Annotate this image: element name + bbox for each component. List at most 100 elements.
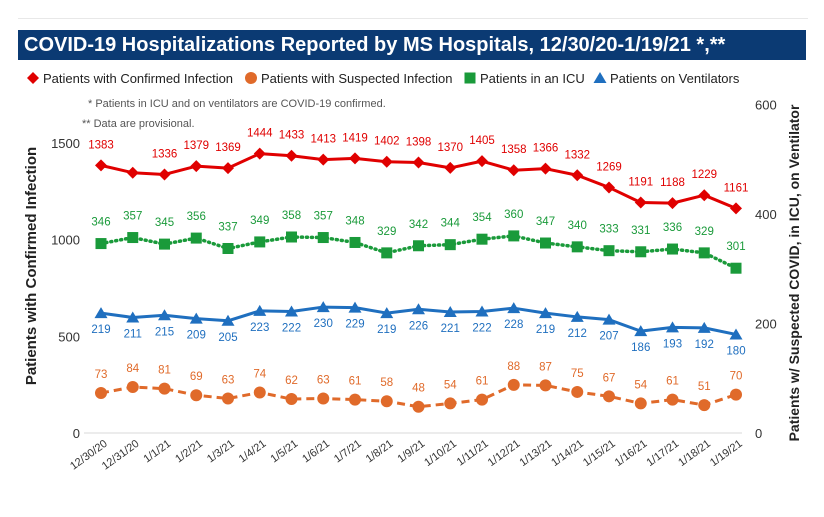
data-label: 337 [218, 221, 237, 233]
data-label: 186 [631, 342, 650, 354]
data-point [317, 392, 330, 405]
data-label: 301 [726, 241, 745, 253]
legend-label: Patients with Confirmed Infection [43, 71, 233, 86]
data-point [444, 397, 457, 410]
x-tick-label: 1/18/21 [676, 438, 713, 469]
data-label: 211 [124, 328, 142, 340]
data-label: 357 [123, 211, 142, 223]
data-point [222, 162, 234, 175]
x-tick-label: 1/4/21 [237, 438, 269, 466]
data-label: 348 [345, 215, 364, 227]
data-point [507, 378, 520, 391]
data-point [666, 393, 679, 406]
data-label: 1383 [88, 139, 114, 151]
data-point [349, 236, 361, 248]
data-label: 61 [666, 376, 679, 388]
data-label: 336 [663, 222, 682, 234]
data-label: 48 [412, 383, 425, 395]
data-label: 192 [695, 339, 714, 351]
plot-area: 1383 1336 1379 1369 1444 1433 1413 1419 1402 1398… [88, 128, 748, 413]
x-tick-label: 1/12/21 [486, 438, 523, 469]
x-tick-label: 1/8/21 [364, 438, 396, 466]
data-label: 347 [536, 216, 555, 228]
x-tick-label: 1/15/21 [581, 438, 618, 469]
data-point [413, 240, 424, 252]
data-label: 51 [698, 381, 711, 393]
data-label: 228 [504, 319, 523, 331]
data-point [158, 382, 171, 395]
data-point [253, 386, 266, 399]
data-label: 1433 [279, 130, 305, 142]
x-tick-label: 1/5/21 [268, 438, 300, 466]
x-tick-label: 1/14/21 [549, 438, 586, 469]
data-point [190, 232, 202, 244]
data-point [158, 309, 171, 321]
data-point [380, 307, 394, 319]
data-label: 333 [599, 224, 618, 236]
y-right-tick-label: 0 [755, 426, 762, 441]
y-axis-label-right: Patients w/ Suspected COVID, in ICU, on … [786, 104, 802, 441]
data-point [95, 387, 107, 400]
x-tick-label: 1/7/21 [332, 438, 364, 466]
data-label: 360 [504, 209, 523, 221]
x-tick-label: 1/19/21 [708, 438, 745, 469]
data-label: 61 [476, 376, 489, 388]
data-label: 223 [250, 322, 269, 334]
x-tick-label: 1/3/21 [205, 438, 237, 466]
data-point [316, 301, 330, 313]
data-label: 358 [282, 210, 301, 222]
data-label: 88 [507, 361, 520, 373]
data-point [412, 156, 425, 169]
data-point [667, 243, 678, 255]
data-point [464, 72, 476, 84]
series-patients-in-an-icu: 346 357 345 356 337 349 358 357 348 329 342 344 354 3… [91, 209, 746, 274]
data-point [126, 311, 140, 323]
data-point [245, 72, 257, 84]
legend-item-patients-with-suspected-infection: Patients with Suspected Infection [245, 71, 453, 86]
data-point [348, 301, 362, 313]
data-point [253, 147, 266, 160]
data-point [603, 181, 615, 194]
data-label: 70 [730, 371, 743, 383]
y-right-tick-label: 400 [755, 207, 777, 222]
legend: Patients with Confirmed Infection Patient… [27, 71, 740, 86]
y-left-tick-label: 1500 [51, 136, 80, 151]
data-point [603, 245, 615, 257]
data-point [444, 161, 457, 174]
data-point [126, 166, 139, 179]
data-label: 180 [726, 345, 745, 357]
data-point [444, 239, 456, 251]
data-label: 1188 [660, 177, 685, 189]
data-point [380, 155, 393, 168]
legend-item-patients-on-ventilators: Patients on Ventilators [593, 71, 740, 86]
data-point [317, 232, 329, 244]
data-label: 1332 [564, 149, 590, 161]
x-tick-label: 1/1/21 [141, 438, 173, 466]
data-point [285, 149, 298, 162]
data-label: 329 [695, 226, 714, 238]
x-tick-label: 1/16/21 [613, 438, 650, 469]
data-label: 58 [380, 377, 393, 389]
data-label: 1370 [437, 142, 463, 154]
data-point [730, 262, 742, 274]
series-line [100, 383, 737, 409]
data-label: 346 [91, 217, 110, 229]
data-point [127, 232, 139, 244]
data-label: 226 [409, 320, 428, 332]
data-point [254, 236, 266, 248]
y-right-tick-label: 200 [755, 317, 777, 332]
data-point [571, 241, 583, 253]
data-label: 84 [126, 363, 139, 375]
data-label: 219 [91, 324, 110, 336]
data-point [730, 388, 742, 401]
data-point [507, 302, 521, 314]
footnote-provisional: ** Data are provisional. [82, 118, 195, 130]
y-left-tick-label: 0 [73, 426, 80, 441]
x-tick-label: 1/17/21 [645, 438, 682, 469]
data-point [190, 389, 203, 402]
legend-label: Patients with Suspected Infection [261, 71, 453, 86]
x-tick-label: 1/6/21 [300, 438, 332, 466]
data-point [221, 314, 235, 326]
data-point [730, 202, 742, 215]
data-point [603, 390, 615, 403]
